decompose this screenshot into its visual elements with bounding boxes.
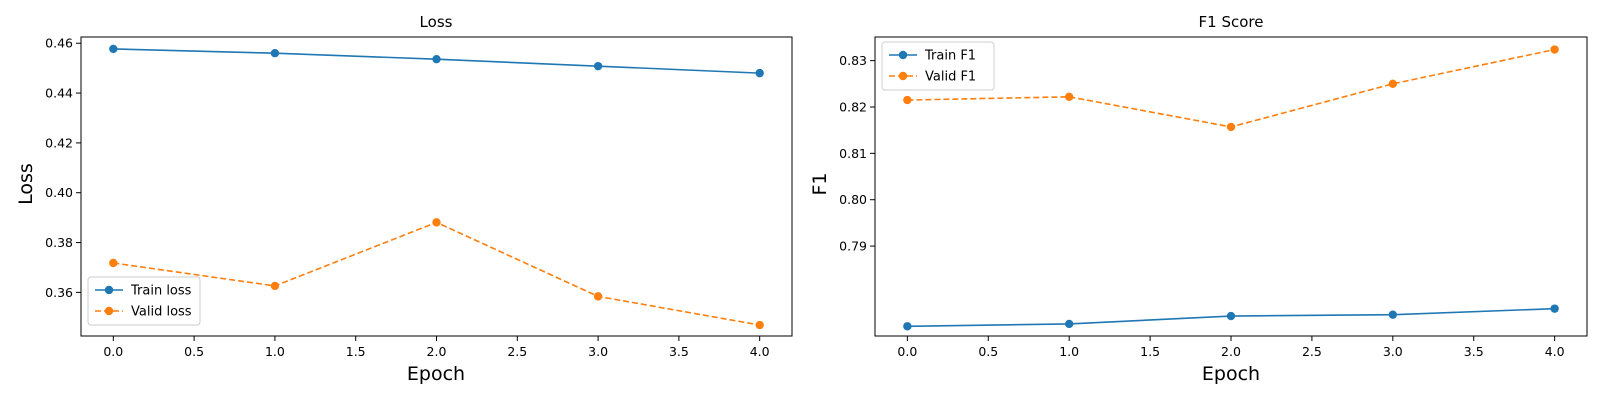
data-point bbox=[593, 61, 603, 71]
legend: Train F1 Valid F1 bbox=[881, 41, 995, 91]
x-tick-label: 3.5 bbox=[669, 344, 689, 359]
data-point bbox=[755, 68, 764, 78]
x-axis-label: Epoch bbox=[1202, 363, 1260, 385]
axis-ticks: 0.0 0.5 1.0 1.5 2.0 2.5 3.0 3.5 4.0 0.79 0.80 0.81 0… bbox=[839, 53, 1564, 359]
data-point bbox=[1388, 79, 1398, 89]
legend-label: Valid loss bbox=[131, 305, 192, 320]
x-tick-label: 2.0 bbox=[1221, 344, 1241, 359]
legend-marker bbox=[104, 306, 114, 316]
data-point bbox=[1226, 311, 1236, 321]
axes-frame bbox=[80, 36, 793, 337]
data-point bbox=[903, 322, 912, 331]
y-tick-label: 0.40 bbox=[45, 185, 73, 200]
y-tick-label: 0.44 bbox=[45, 86, 73, 101]
x-tick-label: 2.0 bbox=[427, 344, 447, 359]
legend-marker bbox=[898, 71, 908, 81]
data-point bbox=[1388, 310, 1398, 319]
x-tick-label: 1.0 bbox=[265, 344, 285, 359]
x-tick-label: 0.5 bbox=[978, 344, 998, 359]
y-axis-label: Loss bbox=[15, 163, 37, 205]
x-tick-label: 1.5 bbox=[346, 344, 366, 359]
y-tick-label: 0.81 bbox=[839, 146, 867, 161]
data-point bbox=[755, 320, 764, 330]
x-tick-label: 3.0 bbox=[1383, 344, 1403, 359]
x-tick-label: 4.0 bbox=[1545, 344, 1565, 359]
series-line bbox=[907, 48, 1555, 128]
data-point bbox=[432, 54, 441, 64]
x-axis-label: Epoch bbox=[407, 363, 465, 385]
x-tick-label: 2.5 bbox=[1302, 344, 1322, 359]
data-point bbox=[593, 292, 603, 301]
x-tick-label: 3.0 bbox=[588, 344, 608, 359]
y-tick-label: 0.82 bbox=[839, 99, 867, 114]
x-tick-label: 0.0 bbox=[897, 344, 917, 359]
x-tick-label: 4.0 bbox=[750, 344, 770, 359]
data-point bbox=[109, 258, 118, 268]
data-point bbox=[109, 44, 118, 54]
axes-frame bbox=[874, 36, 1588, 337]
legend-marker bbox=[898, 50, 908, 60]
data-point bbox=[903, 95, 912, 105]
x-tick-label: 1.5 bbox=[1140, 344, 1160, 359]
legend-marker bbox=[104, 285, 114, 295]
legend-box bbox=[87, 276, 201, 326]
plot-area bbox=[109, 44, 764, 330]
data-point bbox=[1226, 122, 1236, 132]
legend: Train loss Valid loss bbox=[87, 276, 201, 326]
x-tick-label: 1.0 bbox=[1059, 344, 1079, 359]
f1-chart: F1 Score Epoch F1 0.0 0.5 1.0 1.5 2.0 2.5 3.0 3… bbox=[809, 13, 1588, 385]
x-tick-label: 2.5 bbox=[507, 344, 527, 359]
y-tick-label: 0.38 bbox=[45, 235, 73, 250]
y-axis-label: F1 bbox=[809, 172, 831, 195]
y-tick-label: 0.79 bbox=[839, 239, 867, 254]
data-point bbox=[1550, 45, 1559, 54]
legend-label: Valid F1 bbox=[925, 70, 976, 85]
series-line bbox=[113, 221, 760, 326]
y-tick-label: 0.42 bbox=[45, 135, 73, 150]
legend-box bbox=[881, 41, 995, 91]
data-point bbox=[270, 281, 280, 291]
data-point bbox=[1550, 304, 1559, 313]
chart-title: Loss bbox=[420, 13, 453, 31]
plot-area bbox=[903, 45, 1559, 331]
legend-label: Train F1 bbox=[924, 49, 976, 64]
data-point bbox=[1064, 92, 1074, 102]
x-tick-label: 0.5 bbox=[184, 344, 204, 359]
axis-ticks: 0.0 0.5 1.0 1.5 2.0 2.5 3.0 3.5 4.0 0.36 0.38 0.40 0… bbox=[45, 36, 770, 359]
y-tick-label: 0.36 bbox=[45, 285, 73, 300]
x-tick-label: 0.0 bbox=[103, 344, 123, 359]
legend-label: Train loss bbox=[130, 284, 192, 299]
x-tick-label: 3.5 bbox=[1464, 344, 1484, 359]
data-point bbox=[1064, 319, 1074, 329]
data-point bbox=[432, 218, 441, 227]
loss-chart: Loss Epoch Loss 0.0 0.5 1.0 1.5 2.0 2.5 3.0 3.5… bbox=[15, 13, 793, 385]
y-tick-label: 0.46 bbox=[45, 36, 73, 51]
y-tick-label: 0.83 bbox=[839, 53, 867, 68]
y-tick-label: 0.80 bbox=[839, 192, 867, 207]
data-point bbox=[270, 48, 280, 58]
chart-title: F1 Score bbox=[1199, 13, 1264, 31]
